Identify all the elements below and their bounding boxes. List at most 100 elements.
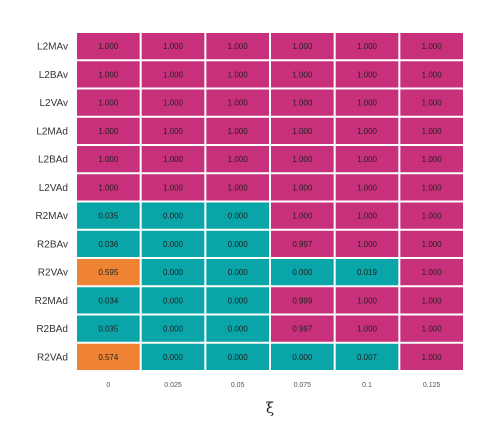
heatmap-cell	[400, 202, 463, 229]
cell-value-label: 1.000	[292, 42, 313, 51]
heatmap-cell	[77, 202, 140, 229]
heatmap-cell	[141, 343, 205, 370]
heatmap-cell	[335, 315, 399, 342]
cell-value-label: 1.000	[292, 99, 313, 108]
cell-value-label: 1.000	[98, 42, 119, 51]
cell-value-label: 1.000	[357, 127, 378, 136]
cell-value-label: 0.000	[228, 268, 249, 277]
heatmap-cell	[141, 117, 205, 144]
cell-value-label: 1.000	[422, 70, 443, 79]
heatmap-cell	[335, 174, 399, 201]
cell-value-label: 1.000	[163, 183, 184, 192]
row-label: L2MAd	[36, 126, 68, 137]
heatmap-cell	[77, 89, 140, 116]
cell-value-label: 1.000	[228, 42, 249, 51]
cell-value-label: 1.000	[357, 99, 378, 108]
heatmap-cell	[400, 117, 463, 144]
cell-value-label: 0.035	[98, 212, 119, 221]
heatmap-cell	[335, 259, 399, 286]
row-label: R2BAv	[37, 239, 68, 250]
row-label: R2BAd	[36, 324, 68, 335]
heatmap-cell	[271, 146, 334, 173]
cell-value-label: 1.000	[422, 127, 443, 136]
heatmap-cell	[400, 230, 463, 257]
heatmap-cell	[271, 61, 334, 88]
heatmap-cell	[141, 61, 205, 88]
row-label: R2MAv	[35, 211, 68, 222]
heatmap-cell	[77, 146, 140, 173]
heatmap-cell	[77, 61, 140, 88]
cell-value-label: 1.000	[98, 127, 119, 136]
heatmap-cell	[141, 202, 205, 229]
cell-value-label: 0.999	[292, 296, 313, 305]
heatmap-cell	[206, 259, 269, 286]
cell-value-label: 0.019	[357, 268, 378, 277]
heatmap-cell	[400, 343, 463, 370]
heatmap-cell	[271, 230, 334, 257]
cell-value-label: 0.000	[228, 353, 249, 362]
heatmap-cell	[271, 89, 334, 116]
cell-value-label: 0.997	[292, 325, 313, 334]
cell-value-label: 1.000	[357, 325, 378, 334]
heatmap-cell	[271, 287, 334, 314]
heatmap-cell	[400, 146, 463, 173]
row-label: R2MAd	[35, 296, 68, 307]
heatmap-cell	[77, 117, 140, 144]
cell-value-label: 1.000	[163, 70, 184, 79]
column-label: 0.125	[423, 382, 441, 389]
cell-value-label: 0.000	[163, 296, 184, 305]
cell-value-label: 1.000	[357, 42, 378, 51]
heatmap-cell	[335, 61, 399, 88]
heatmap-cell	[206, 146, 269, 173]
cell-value-label: 1.000	[422, 99, 443, 108]
cell-value-label: 0.574	[98, 353, 119, 362]
cell-value-label: 1.000	[422, 155, 443, 164]
cell-value-label: 1.000	[357, 240, 378, 249]
row-labels: L2MAv L2BAv L2VAv L2MAd L2BAd L2VAd R2MAv R2BAv…	[35, 42, 68, 364]
heatmap-cell	[400, 259, 463, 286]
cell-value-label: 1.000	[422, 183, 443, 192]
cell-value-label: 1.000	[228, 127, 249, 136]
heatmap-cell	[206, 315, 269, 342]
row-label: L2BAv	[39, 70, 68, 81]
heatmap-cell	[335, 33, 399, 60]
cell-value-label: 0.000	[228, 296, 249, 305]
heatmap-cell	[206, 61, 269, 88]
heatmap-cell	[335, 230, 399, 257]
heatmap-cell	[271, 343, 334, 370]
cell-value-label: 1.000	[228, 183, 249, 192]
heatmap-cell	[400, 315, 463, 342]
column-label: 0	[106, 382, 110, 389]
heatmap-cell	[271, 117, 334, 144]
heatmap-cell	[206, 174, 269, 201]
cell-value-label: 1.000	[422, 42, 443, 51]
heatmap-cell	[271, 259, 334, 286]
heatmap-cell	[77, 230, 140, 257]
cell-value-label: 0.000	[163, 353, 184, 362]
cell-value-label: 0.007	[357, 353, 378, 362]
heatmap-cell	[206, 230, 269, 257]
heatmap-cell	[335, 287, 399, 314]
cell-value-label: 0.000	[292, 353, 313, 362]
cell-value-label: 1.000	[98, 155, 119, 164]
row-label: R2VAv	[38, 268, 68, 279]
heatmap-cell	[77, 33, 140, 60]
cell-value-label: 1.000	[422, 325, 443, 334]
cell-value-label: 1.000	[163, 155, 184, 164]
row-label: R2VAd	[37, 352, 68, 363]
column-label: 0.05	[231, 382, 245, 389]
column-label: 0.1	[362, 382, 372, 389]
column-label: 0.025	[164, 382, 182, 389]
cell-value-label: 0.000	[292, 268, 313, 277]
cell-value-label: 0.000	[163, 240, 184, 249]
cell-value-label: 1.000	[292, 212, 313, 221]
heatmap-cell	[271, 315, 334, 342]
heatmap-cell	[77, 343, 140, 370]
cell-value-label: 1.000	[228, 155, 249, 164]
heatmap-cell	[335, 146, 399, 173]
heatmap-cells: 1.000 1.000 1.000 1.000 1.000 1.000 1.000 1.000…	[77, 33, 463, 370]
heatmap-cell	[335, 117, 399, 144]
row-label: L2BAd	[38, 155, 68, 166]
heatmap-cell	[141, 33, 205, 60]
